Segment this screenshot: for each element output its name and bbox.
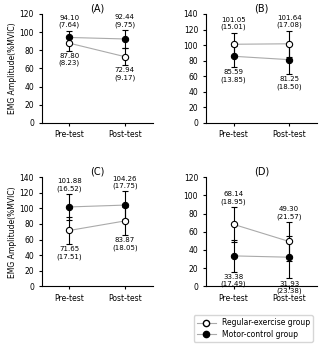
Text: 104.26
(17.75): 104.26 (17.75) [112, 176, 138, 189]
Title: (C): (C) [90, 166, 104, 177]
Text: 81.25
(18.50): 81.25 (18.50) [276, 76, 302, 90]
Y-axis label: EMG Amplitude(%MVIC): EMG Amplitude(%MVIC) [8, 186, 17, 277]
Text: 49.30
(21.57): 49.30 (21.57) [276, 206, 302, 220]
Text: 101.88
(16.52): 101.88 (16.52) [57, 178, 82, 192]
Text: 85.59
(13.85): 85.59 (13.85) [221, 69, 246, 83]
Text: 33.38
(17.49): 33.38 (17.49) [221, 274, 246, 288]
Text: 68.14
(18.95): 68.14 (18.95) [221, 192, 246, 205]
Text: 72.94
(9.17): 72.94 (9.17) [114, 67, 135, 81]
Y-axis label: EMG Amplitude(%MVIC): EMG Amplitude(%MVIC) [8, 23, 17, 114]
Text: 83.87
(18.05): 83.87 (18.05) [112, 237, 138, 251]
Text: 94.10
(7.64): 94.10 (7.64) [59, 15, 80, 28]
Title: (A): (A) [90, 3, 104, 13]
Text: 92.44
(9.75): 92.44 (9.75) [114, 14, 135, 28]
Text: 87.80
(8.23): 87.80 (8.23) [59, 53, 80, 66]
Text: 101.05
(15.01): 101.05 (15.01) [221, 17, 246, 30]
Title: (D): (D) [254, 166, 269, 177]
Legend: Regular-exercise group, Motor-control group: Regular-exercise group, Motor-control gr… [194, 315, 313, 342]
Text: 71.65
(17.51): 71.65 (17.51) [57, 246, 82, 260]
Text: 31.93
(23.38): 31.93 (23.38) [276, 281, 302, 294]
Text: 101.64
(17.08): 101.64 (17.08) [276, 15, 302, 28]
Title: (B): (B) [254, 3, 268, 13]
